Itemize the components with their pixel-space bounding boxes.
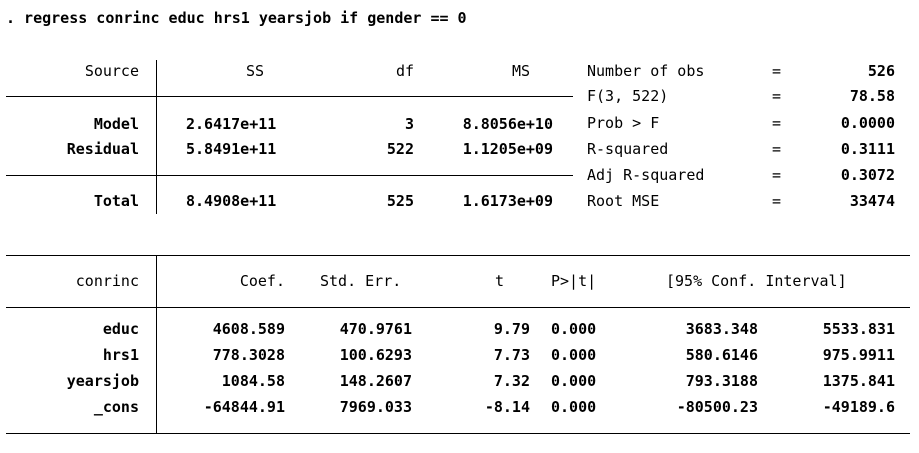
anova-header-df: df bbox=[395, 62, 414, 80]
coef-row-ci-high: 5533.831 bbox=[822, 320, 895, 338]
anova-divider bbox=[156, 60, 157, 214]
coef-header-p: P>|t| bbox=[551, 272, 597, 290]
anova-row-source: Model bbox=[93, 115, 139, 133]
coef-row-p: 0.000 bbox=[551, 346, 597, 364]
stat-label: Adj R-squared bbox=[587, 166, 705, 184]
stat-value: 78.58 bbox=[849, 87, 895, 105]
stat-eq: = bbox=[772, 114, 782, 132]
stat-eq: = bbox=[772, 62, 782, 80]
coef-rule bbox=[6, 307, 910, 308]
coef-header-var: conrinc bbox=[75, 272, 139, 290]
anova-row-ms: 8.8056e+10 bbox=[462, 115, 553, 133]
coef-row-coef: -64844.91 bbox=[203, 398, 285, 416]
coef-rule bbox=[6, 255, 910, 256]
coef-row-var: yearsjob bbox=[66, 372, 139, 390]
anova-row-source: Total bbox=[93, 192, 139, 210]
coef-row-t: 7.32 bbox=[493, 372, 530, 390]
coef-row-var: educ bbox=[102, 320, 139, 338]
stat-label: R-squared bbox=[587, 140, 669, 158]
coef-rule bbox=[6, 433, 910, 434]
anova-header-ss: SS bbox=[245, 62, 265, 80]
coef-row-ci-low: -80500.23 bbox=[676, 398, 758, 416]
stat-value: 0.3111 bbox=[840, 140, 895, 158]
command-line: . regress conrinc educ hrs1 yearsjob if … bbox=[6, 9, 467, 27]
coef-row-se: 100.6293 bbox=[339, 346, 412, 364]
coef-row-ci-low: 793.3188 bbox=[685, 372, 758, 390]
anova-header-ms: MS bbox=[511, 62, 530, 80]
coef-header-ci: [95% Conf. Interval] bbox=[666, 272, 847, 290]
anova-row-ss: 5.8491e+11 bbox=[186, 140, 277, 158]
coef-row-ci-high: -49189.6 bbox=[822, 398, 895, 416]
coef-header-t: t bbox=[494, 272, 504, 290]
coef-row-t: 9.79 bbox=[493, 320, 530, 338]
stat-value: 0.3072 bbox=[840, 166, 895, 184]
stat-label: Prob > F bbox=[587, 114, 660, 132]
coef-row-coef: 778.3028 bbox=[212, 346, 285, 364]
stat-value: 33474 bbox=[849, 192, 895, 210]
coef-row-p: 0.000 bbox=[551, 398, 597, 416]
coef-row-se: 470.9761 bbox=[339, 320, 412, 338]
anova-row-source: Residual bbox=[66, 140, 139, 158]
anova-row-ss: 2.6417e+11 bbox=[186, 115, 277, 133]
coef-divider bbox=[156, 255, 157, 433]
coef-row-se: 7969.033 bbox=[339, 398, 412, 416]
coef-row-ci-low: 3683.348 bbox=[685, 320, 758, 338]
coef-row-ci-high: 975.9911 bbox=[822, 346, 895, 364]
coef-row-coef: 4608.589 bbox=[212, 320, 285, 338]
anova-row-ss: 8.4908e+11 bbox=[186, 192, 277, 210]
stat-eq: = bbox=[772, 192, 782, 210]
coef-row-var: hrs1 bbox=[102, 346, 139, 364]
anova-row-ms: 1.1205e+09 bbox=[462, 140, 553, 158]
anova-header-source: Source bbox=[84, 62, 139, 80]
anova-row-df: 525 bbox=[386, 192, 414, 210]
coef-row-ci-high: 1375.841 bbox=[822, 372, 895, 390]
coef-row-ci-low: 580.6146 bbox=[685, 346, 758, 364]
stat-value: 526 bbox=[867, 62, 895, 80]
coef-row-coef: 1084.58 bbox=[221, 372, 285, 390]
coef-row-p: 0.000 bbox=[551, 372, 597, 390]
anova-row-ms: 1.6173e+09 bbox=[462, 192, 553, 210]
stat-eq: = bbox=[772, 87, 782, 105]
stat-value: 0.0000 bbox=[840, 114, 895, 132]
stat-label: Number of obs bbox=[587, 62, 705, 80]
stat-label: F(3, 522) bbox=[587, 87, 669, 105]
anova-row-df: 522 bbox=[386, 140, 414, 158]
coef-row-se: 148.2607 bbox=[339, 372, 412, 390]
coef-header-coef: Coef. bbox=[239, 272, 285, 290]
stat-label: Root MSE bbox=[587, 192, 660, 210]
coef-header-se: Std. Err. bbox=[320, 272, 402, 290]
anova-row-df: 3 bbox=[404, 115, 414, 133]
coef-row-var: _cons bbox=[93, 398, 139, 416]
stat-eq: = bbox=[772, 140, 782, 158]
coef-row-t: 7.73 bbox=[493, 346, 530, 364]
coef-row-p: 0.000 bbox=[551, 320, 597, 338]
coef-row-t: -8.14 bbox=[484, 398, 530, 416]
anova-rule bbox=[6, 175, 573, 176]
stat-eq: = bbox=[772, 166, 782, 184]
anova-rule bbox=[6, 96, 573, 97]
